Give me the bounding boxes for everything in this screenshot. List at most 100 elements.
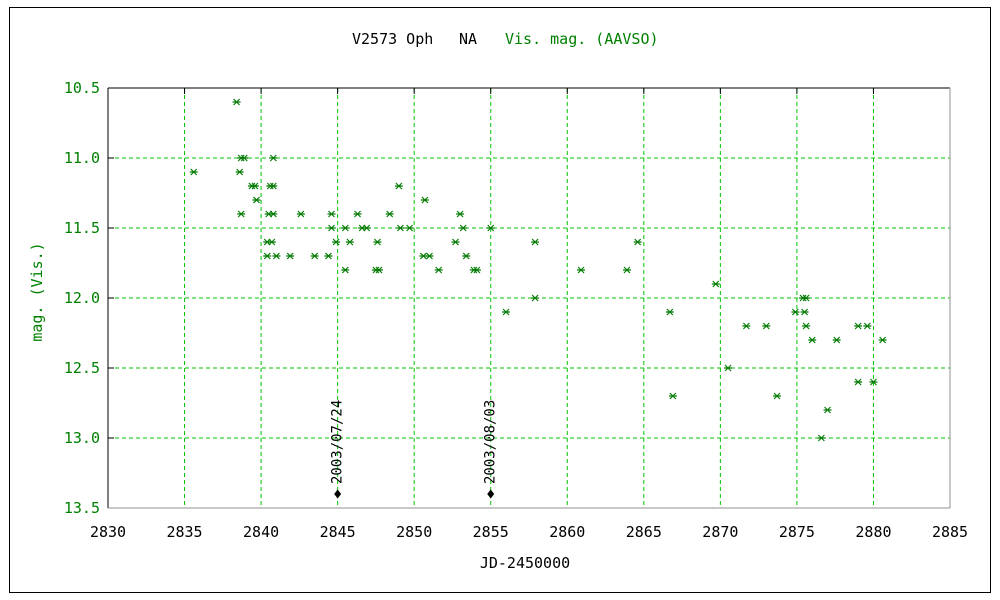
date-annotations: 2003/07/24 2003/08/03	[330, 400, 499, 499]
data-point-marker	[327, 210, 336, 218]
annotation-date-label: 2003/08/03	[483, 400, 499, 484]
y-tick-label: 13.5	[64, 499, 100, 517]
x-axis-label: JD-2450000	[480, 554, 570, 572]
data-point-marker	[531, 294, 540, 302]
data-point-marker	[405, 224, 414, 232]
data-point-marker	[394, 182, 403, 190]
data-point-marker	[742, 322, 751, 330]
chart-title-type: NA	[459, 30, 477, 48]
data-point-marker	[263, 252, 272, 260]
y-tick-label: 11.5	[64, 219, 100, 237]
grid-lines	[108, 88, 950, 508]
data-point-marker	[396, 224, 405, 232]
data-point-marker	[269, 154, 278, 162]
data-point-marker	[341, 266, 350, 274]
data-point-marker	[456, 210, 465, 218]
data-point-marker	[296, 210, 305, 218]
data-point-marker	[237, 210, 246, 218]
y-tick-label: 13.0	[64, 429, 100, 447]
data-point-marker	[462, 252, 471, 260]
data-point-marker	[324, 252, 333, 260]
data-point-marker	[189, 168, 198, 176]
x-tick-label: 2830	[90, 523, 126, 541]
x-tick-label: 2845	[320, 523, 356, 541]
data-point-marker	[269, 182, 278, 190]
data-point-marker	[800, 308, 809, 316]
data-point-marker	[472, 266, 481, 274]
y-axis-label: mag. (Vis.)	[28, 242, 46, 341]
data-point-marker	[345, 238, 354, 246]
data-point-marker	[711, 280, 720, 288]
x-tick-label: 2870	[702, 523, 738, 541]
data-points	[189, 98, 887, 442]
data-point-marker	[341, 224, 350, 232]
y-tick-label: 11.0	[64, 149, 100, 167]
outer-border	[9, 7, 991, 593]
x-tick-label: 2885	[932, 523, 968, 541]
x-tick-label: 2835	[166, 523, 202, 541]
data-point-marker	[577, 266, 586, 274]
data-point-marker	[863, 322, 872, 330]
chart-title-series-label: Vis. mag. (AAVSO)	[505, 30, 659, 48]
chart-title-object: V2573 Oph	[352, 30, 433, 48]
x-tick-label: 2850	[396, 523, 432, 541]
data-point-marker	[451, 238, 460, 246]
data-point-marker	[272, 252, 281, 260]
data-point-marker	[353, 210, 362, 218]
data-point-marker	[878, 336, 887, 344]
data-point-marker	[374, 266, 383, 274]
axis-ticks	[108, 88, 874, 439]
data-point-marker	[665, 308, 674, 316]
data-point-marker	[854, 378, 863, 386]
data-point-marker	[240, 154, 249, 162]
data-point-marker	[267, 238, 276, 246]
data-point-marker	[420, 196, 429, 204]
x-tick-label: 2875	[779, 523, 815, 541]
data-point-marker	[250, 182, 259, 190]
data-point-marker	[385, 210, 394, 218]
data-point-marker	[310, 252, 319, 260]
data-point-marker	[854, 322, 863, 330]
data-point-marker	[823, 406, 832, 414]
data-point-marker	[434, 266, 443, 274]
x-tick-label: 2865	[626, 523, 662, 541]
annotation-diamond-marker	[487, 489, 495, 499]
x-tick-label: 2880	[855, 523, 891, 541]
data-point-marker	[459, 224, 468, 232]
x-tick-label: 2840	[243, 523, 279, 541]
y-tick-label: 12.5	[64, 359, 100, 377]
data-point-marker	[802, 322, 811, 330]
data-point-marker	[269, 210, 278, 218]
data-point-marker	[791, 308, 800, 316]
y-tick-label: 12.0	[64, 289, 100, 307]
data-point-marker	[425, 252, 434, 260]
annotation-date-label: 2003/07/24	[330, 400, 346, 484]
data-point-marker	[486, 224, 495, 232]
data-point-marker	[773, 392, 782, 400]
data-point-marker	[808, 336, 817, 344]
data-point-marker	[832, 336, 841, 344]
y-tick-label: 10.5	[64, 79, 100, 97]
data-point-marker	[869, 378, 878, 386]
data-point-marker	[362, 224, 371, 232]
axis-tick-labels: 2830 2835 2840 2845 2850 2855 2860 2865 2870 2875…	[64, 79, 968, 541]
data-point-marker	[232, 98, 241, 106]
data-point-marker	[633, 238, 642, 246]
data-point-marker	[502, 308, 511, 316]
data-point-marker	[327, 224, 336, 232]
data-point-marker	[332, 238, 341, 246]
data-point-marker	[668, 392, 677, 400]
x-tick-label: 2860	[549, 523, 585, 541]
data-point-marker	[252, 196, 261, 204]
data-point-marker	[531, 238, 540, 246]
x-tick-label: 2855	[473, 523, 509, 541]
data-point-marker	[286, 252, 295, 260]
data-point-marker	[724, 364, 733, 372]
data-point-marker	[373, 238, 382, 246]
data-point-marker	[622, 266, 631, 274]
annotation-diamond-marker	[334, 489, 342, 499]
data-point-marker	[762, 322, 771, 330]
data-point-marker	[802, 294, 811, 302]
